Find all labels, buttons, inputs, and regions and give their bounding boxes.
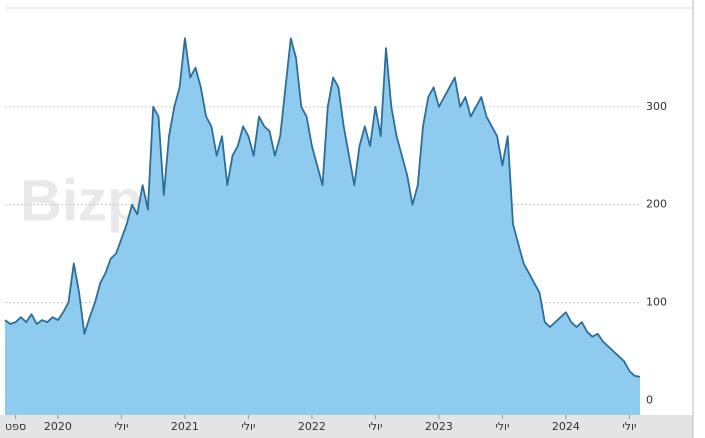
x-tick-label: 2024 — [552, 420, 580, 433]
x-tick-label: 2022 — [298, 420, 326, 433]
x-tick-label: יולי — [241, 420, 255, 433]
y-tick-label: 300 — [646, 100, 667, 113]
x-tick-label: 2023 — [425, 420, 453, 433]
x-tick-label: יולי — [495, 420, 509, 433]
x-tick-label: יולי — [622, 420, 636, 433]
y-tick-label: 100 — [646, 295, 667, 308]
x-tick-label: 2021 — [171, 420, 199, 433]
x-tick-label: יולי — [368, 420, 382, 433]
x-tick-label: 2020 — [44, 420, 72, 433]
x-tick-label: יולי — [114, 420, 128, 433]
x-tick-label: ספט — [5, 420, 26, 433]
y-tick-label: 0 — [646, 393, 653, 406]
y-tick-label: 200 — [646, 198, 667, 211]
area — [5, 38, 640, 416]
line — [4, 37, 641, 378]
x-axis-band — [0, 415, 693, 438]
